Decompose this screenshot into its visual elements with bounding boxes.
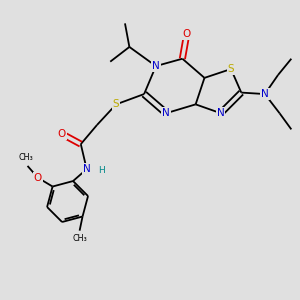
Text: O: O (34, 173, 42, 183)
Text: N: N (83, 164, 91, 174)
Text: CH₃: CH₃ (19, 153, 33, 162)
Text: O: O (183, 29, 191, 39)
Text: O: O (58, 129, 66, 139)
Text: H: H (98, 166, 105, 175)
Text: N: N (152, 61, 160, 71)
Text: S: S (113, 99, 119, 110)
Text: N: N (217, 108, 224, 118)
Text: N: N (162, 108, 170, 118)
Text: S: S (228, 64, 234, 74)
Text: CH₃: CH₃ (72, 234, 87, 243)
Text: N: N (261, 89, 269, 99)
